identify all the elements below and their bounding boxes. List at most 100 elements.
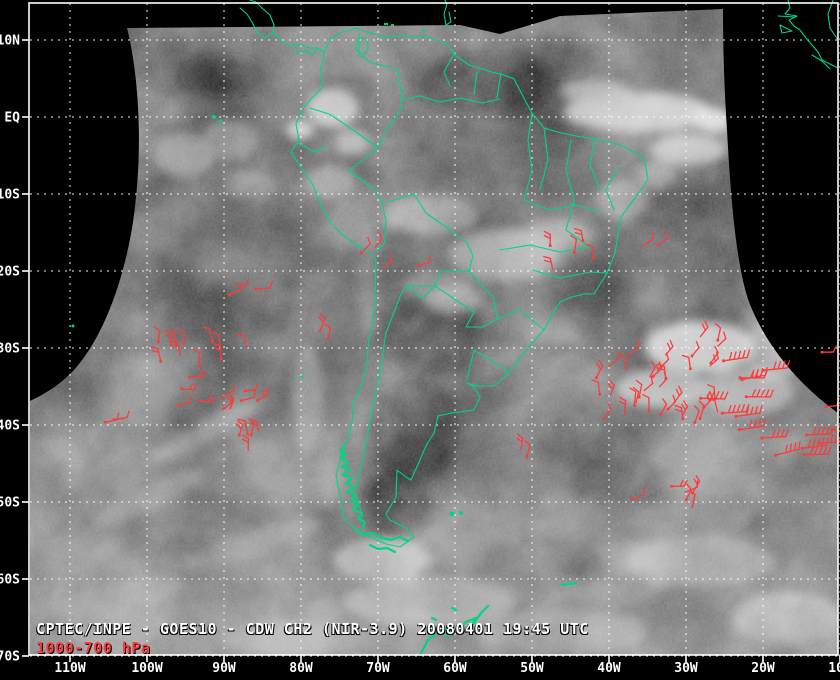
wind-barb-icon xyxy=(602,401,612,421)
lon-tick-label: 60W xyxy=(443,661,467,676)
wind-barb-icon xyxy=(543,230,552,248)
lon-tick-label: 90W xyxy=(212,661,236,676)
country-borders xyxy=(298,33,507,518)
state-borders xyxy=(496,112,619,331)
wind-barb-cluster-pacific-s2 xyxy=(237,418,259,451)
wind-barb-cluster-pacific-n1 xyxy=(227,278,273,297)
lake-maracaibo xyxy=(355,37,369,55)
wind-barb-icon xyxy=(618,396,627,415)
wind-barb-icon xyxy=(416,255,431,268)
wind-barb-icon xyxy=(681,400,689,416)
lon-tick-label: 40W xyxy=(597,661,621,676)
wind-barb-icon xyxy=(607,379,615,396)
wind-barb-cluster-atlantic-f xyxy=(773,437,832,458)
wind-barb-icon xyxy=(374,231,383,248)
central-america xyxy=(239,0,325,56)
wind-barb-icon xyxy=(202,326,215,343)
wind-barb-icon xyxy=(673,385,683,404)
lat-tick-label: 70S xyxy=(0,650,20,665)
wind-barb-icon xyxy=(570,234,578,255)
wind-barb-icon xyxy=(635,379,643,399)
map-title: CPTEC/INPE - GOES10 - CDW CH2 (NIR-3.9) … xyxy=(36,620,589,638)
lat-tick-label: 40S xyxy=(0,419,20,434)
wind-barb-icon xyxy=(608,350,620,367)
wind-barb-icon xyxy=(627,339,640,356)
wind-barb-icon xyxy=(220,382,236,399)
islands xyxy=(71,23,463,517)
coastline-borders xyxy=(71,0,839,657)
wind-barb-icon xyxy=(150,346,163,363)
lat-tick-label: 20S xyxy=(0,265,20,280)
wind-barb-cluster-edge-single xyxy=(820,345,837,354)
tick-marks xyxy=(22,39,840,662)
wind-barb-icon xyxy=(594,359,604,380)
wind-barb-icon xyxy=(699,390,729,400)
wind-barb-icon xyxy=(180,383,198,391)
wind-barb-icon xyxy=(632,386,640,404)
wind-barb-icon xyxy=(176,395,193,408)
wind-barb-cluster-pacific-n2 xyxy=(359,231,431,269)
africa-west-coast xyxy=(777,0,839,70)
wind-barb-icon xyxy=(656,231,668,247)
wind-barb-icon xyxy=(382,254,393,269)
wind-barb-icon xyxy=(674,404,685,421)
wind-barb-icon xyxy=(689,489,696,509)
wind-barb-icon xyxy=(800,437,830,450)
wind-barb-icon xyxy=(643,376,654,392)
wind-barb-icon xyxy=(657,363,668,381)
wind-barb-icon xyxy=(619,353,627,371)
wind-barb-cluster-pacific-lower xyxy=(176,370,269,411)
wind-barb-icon xyxy=(524,440,531,459)
wind-barb-icon xyxy=(153,326,161,344)
wind-barb-cluster-atlantic-dense xyxy=(591,320,727,425)
wind-barb-icon xyxy=(659,397,668,417)
wind-barb-cluster-atlantic-row2 xyxy=(737,418,840,445)
wind-barb-icon xyxy=(235,419,244,437)
wind-barb-icon xyxy=(574,228,585,243)
wind-barb-icon xyxy=(318,313,326,333)
wind-barb-icon xyxy=(820,345,837,354)
wind-barb-cluster-pacific-row xyxy=(150,326,248,368)
wind-barb-icon xyxy=(516,433,524,451)
wind-barb-icon xyxy=(227,282,243,297)
antarctic-peninsula xyxy=(418,581,578,657)
wind-barb-icon xyxy=(737,418,766,432)
wind-barb-icon xyxy=(717,331,727,347)
wind-barb-icon xyxy=(237,418,250,436)
wind-barb-icon xyxy=(690,340,700,358)
lat-tick-label: 60S xyxy=(0,573,20,588)
wind-barb-icon xyxy=(693,405,700,425)
axis-labels: 10N EQ 10S 20S 30S 40S 50S 60S 70S 110W 100W 90W 80W… xyxy=(0,34,840,677)
lat-tick-label: 10S xyxy=(0,188,20,203)
tierra-del-fuego xyxy=(353,527,410,554)
lon-tick-label: 10W xyxy=(828,661,840,676)
wind-barb-icon xyxy=(591,379,602,396)
wind-barb-icon xyxy=(241,434,250,451)
wind-barb-icon xyxy=(734,405,763,418)
wind-barb-icon xyxy=(773,441,801,458)
grid-lines xyxy=(30,3,840,657)
wind-barb-layer xyxy=(103,228,840,509)
lon-tick-label: 80W xyxy=(289,661,313,676)
wind-barb-icon xyxy=(699,320,709,338)
wind-barb-icon xyxy=(164,330,173,347)
lon-tick-label: 20W xyxy=(751,661,775,676)
lon-tick-label: 110W xyxy=(54,661,85,676)
wind-barb-icon xyxy=(722,349,750,363)
wind-barb-icon xyxy=(720,403,750,415)
wind-barb-icon xyxy=(714,322,722,342)
wind-barb-icon xyxy=(630,487,646,502)
wind-barb-icon xyxy=(681,354,692,371)
wind-barb-icon xyxy=(709,351,720,367)
wind-barb-cluster-ne-brazil2 xyxy=(642,231,668,247)
wind-barb-icon xyxy=(760,428,790,440)
wind-barb-cluster-pacific-s1 xyxy=(227,393,255,437)
wind-barb-icon xyxy=(168,329,177,347)
wind-barb-icon xyxy=(649,360,656,378)
wind-barb-icon xyxy=(177,328,186,345)
wind-barb-icon xyxy=(227,393,235,410)
wind-barb-icon xyxy=(239,390,257,403)
wind-barb-icon xyxy=(235,333,248,349)
chilean-fjords xyxy=(338,444,367,530)
